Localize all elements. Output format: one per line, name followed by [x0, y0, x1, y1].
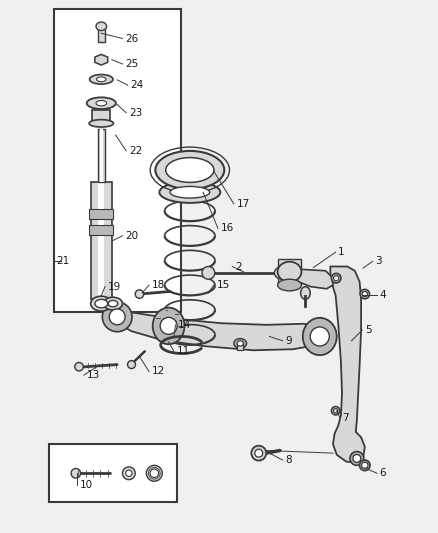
Ellipse shape: [160, 317, 177, 334]
Ellipse shape: [300, 287, 310, 300]
Ellipse shape: [237, 341, 244, 346]
Polygon shape: [330, 266, 365, 463]
Polygon shape: [95, 54, 108, 65]
Ellipse shape: [274, 266, 291, 279]
Ellipse shape: [96, 101, 106, 106]
Ellipse shape: [75, 362, 83, 371]
Text: 7: 7: [343, 413, 349, 423]
Bar: [89, 209, 113, 219]
Ellipse shape: [278, 262, 301, 282]
Ellipse shape: [155, 151, 224, 189]
Bar: [92, 110, 110, 123]
Ellipse shape: [135, 290, 144, 298]
Text: 4: 4: [380, 289, 386, 300]
Ellipse shape: [278, 279, 301, 291]
Text: 2: 2: [235, 262, 241, 271]
Text: 13: 13: [86, 370, 100, 380]
Text: 20: 20: [125, 231, 138, 241]
Text: 21: 21: [56, 256, 70, 266]
Bar: [98, 128, 105, 182]
Ellipse shape: [108, 301, 118, 307]
Ellipse shape: [303, 318, 337, 355]
Text: 8: 8: [285, 455, 292, 465]
Ellipse shape: [362, 292, 367, 297]
Ellipse shape: [109, 309, 125, 325]
Bar: [89, 225, 113, 235]
Text: 5: 5: [365, 325, 371, 335]
Ellipse shape: [96, 77, 106, 82]
Text: 1: 1: [338, 247, 345, 257]
Text: 19: 19: [108, 281, 121, 292]
Text: 10: 10: [80, 480, 93, 490]
Ellipse shape: [90, 75, 113, 84]
Text: 15: 15: [216, 280, 230, 290]
Text: 18: 18: [152, 280, 165, 290]
Text: 11: 11: [177, 346, 190, 357]
Ellipse shape: [333, 409, 338, 413]
Text: 25: 25: [125, 59, 138, 69]
Bar: [91, 182, 112, 300]
Ellipse shape: [159, 182, 220, 203]
Ellipse shape: [332, 273, 341, 283]
Ellipse shape: [126, 470, 132, 477]
Ellipse shape: [166, 158, 214, 182]
Ellipse shape: [333, 276, 339, 281]
Ellipse shape: [251, 446, 266, 461]
Ellipse shape: [310, 327, 329, 346]
Text: 3: 3: [375, 256, 382, 266]
Bar: [100, 128, 103, 182]
Ellipse shape: [150, 469, 159, 478]
Ellipse shape: [360, 460, 370, 471]
Ellipse shape: [146, 465, 162, 481]
Ellipse shape: [91, 296, 112, 311]
Ellipse shape: [103, 297, 123, 310]
Ellipse shape: [350, 451, 364, 465]
Ellipse shape: [87, 98, 116, 109]
Ellipse shape: [360, 289, 370, 299]
Text: 17: 17: [237, 199, 250, 209]
Ellipse shape: [96, 22, 106, 30]
Ellipse shape: [255, 449, 263, 457]
Ellipse shape: [95, 300, 108, 308]
Bar: [237, 342, 244, 350]
Text: 14: 14: [178, 320, 191, 330]
Ellipse shape: [153, 308, 184, 344]
Ellipse shape: [127, 361, 135, 368]
Text: 12: 12: [152, 367, 165, 376]
Bar: [98, 27, 105, 42]
Ellipse shape: [234, 338, 247, 348]
Ellipse shape: [71, 469, 81, 478]
Bar: [49, 444, 177, 503]
Text: 6: 6: [380, 469, 386, 478]
Text: 9: 9: [285, 336, 292, 346]
Bar: [278, 259, 301, 285]
Ellipse shape: [102, 302, 132, 332]
Text: 24: 24: [131, 80, 144, 90]
Bar: [98, 182, 105, 300]
Ellipse shape: [202, 266, 215, 279]
Ellipse shape: [89, 119, 113, 127]
Bar: [53, 10, 181, 312]
Ellipse shape: [170, 187, 210, 198]
Ellipse shape: [353, 455, 361, 463]
Ellipse shape: [123, 467, 135, 480]
Polygon shape: [297, 269, 333, 289]
Polygon shape: [116, 312, 328, 350]
Ellipse shape: [362, 462, 368, 469]
Ellipse shape: [332, 407, 340, 415]
Text: 23: 23: [129, 108, 142, 118]
Text: 22: 22: [129, 146, 142, 156]
Text: 16: 16: [221, 223, 234, 233]
Text: 26: 26: [125, 34, 138, 44]
